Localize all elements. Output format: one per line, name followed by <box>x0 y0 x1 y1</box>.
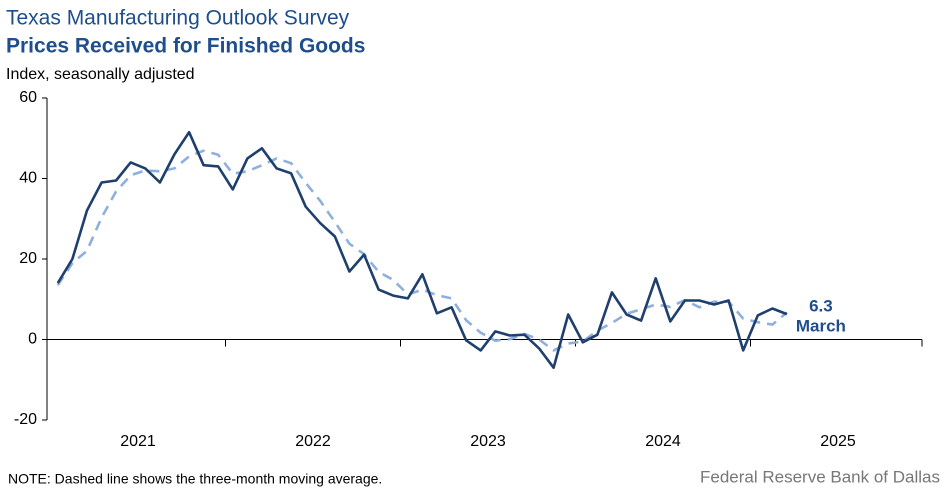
source: Federal Reserve Bank of Dallas <box>700 467 940 486</box>
y-tick-label: 60 <box>19 89 37 106</box>
y-tick-label: 20 <box>19 250 37 267</box>
x-tick-label: 2025 <box>820 433 856 450</box>
data-label: 6.3 <box>809 296 833 315</box>
y-tick-label: -20 <box>14 411 37 428</box>
x-tick-label: 2022 <box>295 433 331 450</box>
note: NOTE: Dashed line shows the three-month … <box>8 471 382 487</box>
x-tick-label: 2021 <box>120 433 156 450</box>
chart-title: Texas Manufacturing Outlook Survey <box>6 7 350 30</box>
chart-subtitle: Prices Received for Finished Goods <box>6 35 365 58</box>
x-tick-label: 2023 <box>470 433 506 450</box>
y-tick-label: 0 <box>28 331 37 348</box>
y-tick-label: 40 <box>19 170 37 187</box>
annotation: March <box>796 316 846 335</box>
y-axis-label: Index, seasonally adjusted <box>6 66 195 83</box>
x-tick-label: 2024 <box>645 433 681 450</box>
series-line <box>56 149 788 352</box>
series-line <box>56 130 788 369</box>
